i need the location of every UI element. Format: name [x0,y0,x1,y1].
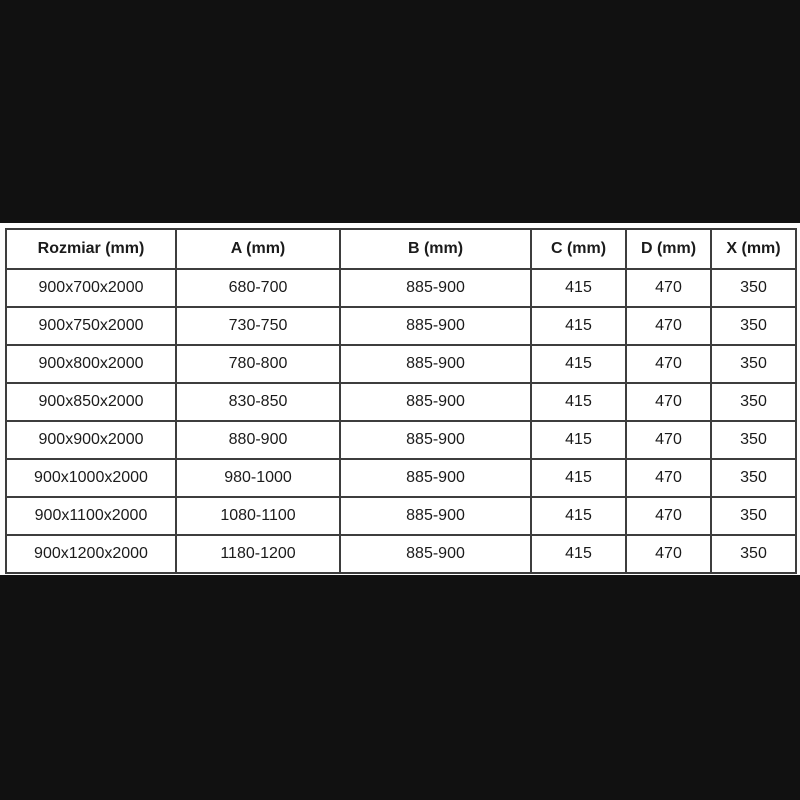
table-cell: 350 [710,344,797,384]
table-row: 900x850x2000 830-850 885-900 415 470 350 [5,382,797,422]
table-cell: 900x750x2000 [5,306,177,346]
table-cell: 350 [710,420,797,460]
table-cell: 885-900 [339,458,532,498]
table-cell: 470 [625,420,712,460]
table-cell: 885-900 [339,344,532,384]
table-row: 900x800x2000 780-800 885-900 415 470 350 [5,344,797,384]
table-cell: 1080-1100 [175,496,341,536]
table-cell: 470 [625,344,712,384]
table-cell: 900x1100x2000 [5,496,177,536]
table-cell: 470 [625,496,712,536]
table-cell: 885-900 [339,496,532,536]
table-cell: 885-900 [339,382,532,422]
table-cell: 885-900 [339,534,532,574]
column-header-b: B (mm) [339,228,532,270]
table-cell: 885-900 [339,420,532,460]
table-cell: 680-700 [175,268,341,308]
table-cell: 1180-1200 [175,534,341,574]
column-header-d: D (mm) [625,228,712,270]
table-cell: 415 [530,458,627,498]
column-header-x: X (mm) [710,228,797,270]
table-cell: 350 [710,496,797,536]
table-row: 900x900x2000 880-900 885-900 415 470 350 [5,420,797,460]
table-cell: 415 [530,382,627,422]
table-cell: 830-850 [175,382,341,422]
header-row: Rozmiar (mm) A (mm) B (mm) C (mm) D (mm)… [5,228,797,270]
table-cell: 415 [530,306,627,346]
table-cell: 885-900 [339,268,532,308]
table-cell: 415 [530,420,627,460]
black-band-top [0,0,800,223]
column-header-rozmiar: Rozmiar (mm) [5,228,177,270]
table-cell: 900x700x2000 [5,268,177,308]
table-cell: 470 [625,268,712,308]
column-header-a: A (mm) [175,228,341,270]
table-cell: 900x1200x2000 [5,534,177,574]
table-row: 900x1100x2000 1080-1100 885-900 415 470 350 [5,496,797,536]
table-row: 900x700x2000 680-700 885-900 415 470 350 [5,268,797,308]
table-cell: 885-900 [339,306,532,346]
table-cell: 350 [710,458,797,498]
size-table: Rozmiar (mm) A (mm) B (mm) C (mm) D (mm)… [5,228,797,574]
table-cell: 350 [710,534,797,574]
table-cell: 350 [710,306,797,346]
column-header-c: C (mm) [530,228,627,270]
table-cell: 350 [710,382,797,422]
table-cell: 900x850x2000 [5,382,177,422]
table-cell: 470 [625,458,712,498]
table-cell: 415 [530,344,627,384]
table-cell: 415 [530,496,627,536]
table-cell: 980-1000 [175,458,341,498]
table-cell: 900x900x2000 [5,420,177,460]
table-cell: 415 [530,534,627,574]
size-table-body: 900x700x2000 680-700 885-900 415 470 350 900x7… [5,268,797,574]
black-band-bottom [0,575,800,800]
table-cell: 470 [625,306,712,346]
table-cell: 470 [625,382,712,422]
table-cell: 350 [710,268,797,308]
table-row: 900x750x2000 730-750 885-900 415 470 350 [5,306,797,346]
table-row: 900x1200x2000 1180-1200 885-900 415 470 350 [5,534,797,574]
table-row: 900x1000x2000 980-1000 885-900 415 470 350 [5,458,797,498]
table-cell: 880-900 [175,420,341,460]
table-cell: 730-750 [175,306,341,346]
table-cell: 900x800x2000 [5,344,177,384]
table-cell: 415 [530,268,627,308]
table-cell: 900x1000x2000 [5,458,177,498]
table-cell: 780-800 [175,344,341,384]
size-table-panel: Rozmiar (mm) A (mm) B (mm) C (mm) D (mm)… [0,223,800,575]
table-cell: 470 [625,534,712,574]
